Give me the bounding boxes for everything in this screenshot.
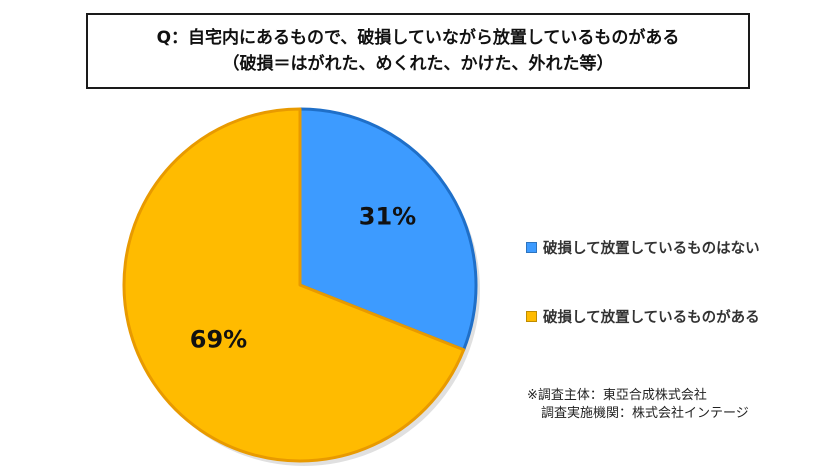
chart-legend: 破損して放置しているものはない 破損して放置しているものがある [526, 236, 760, 374]
question-title-line2: （破損＝はがれた、めくれた、かけた、外れた等） [222, 54, 614, 74]
pie-slice-no-damage [298, 107, 478, 352]
legend-swatch-blue [526, 241, 537, 253]
pie-slice-damage [122, 107, 466, 463]
survey-note-sponsor: ※調査主体：東亞合成株式会社 [527, 388, 707, 403]
survey-note: ※調査主体：東亞合成株式会社 調査実施機関：株式会社インテージ [527, 387, 749, 423]
legend-item-no-damage: 破損して放置しているものはない [526, 236, 760, 258]
legend-label-damage: 破損して放置しているものがある [543, 309, 760, 326]
legend-item-damage: 破損して放置しているものがある [526, 305, 760, 327]
survey-note-agency: 調査実施機関：株式会社インテージ [541, 406, 749, 421]
question-title-line1: Q：自宅内にあるもので、破損していながら放置しているものがある [156, 28, 680, 48]
pie-label-damage: 69% [190, 325, 247, 353]
question-title-box: Q：自宅内にあるもので、破損していながら放置しているものがある （破損＝はがれた… [86, 13, 750, 89]
pie-label-no-damage: 31% [359, 203, 416, 231]
legend-label-no-damage: 破損して放置しているものはない [543, 240, 760, 257]
legend-swatch-orange [526, 310, 537, 322]
